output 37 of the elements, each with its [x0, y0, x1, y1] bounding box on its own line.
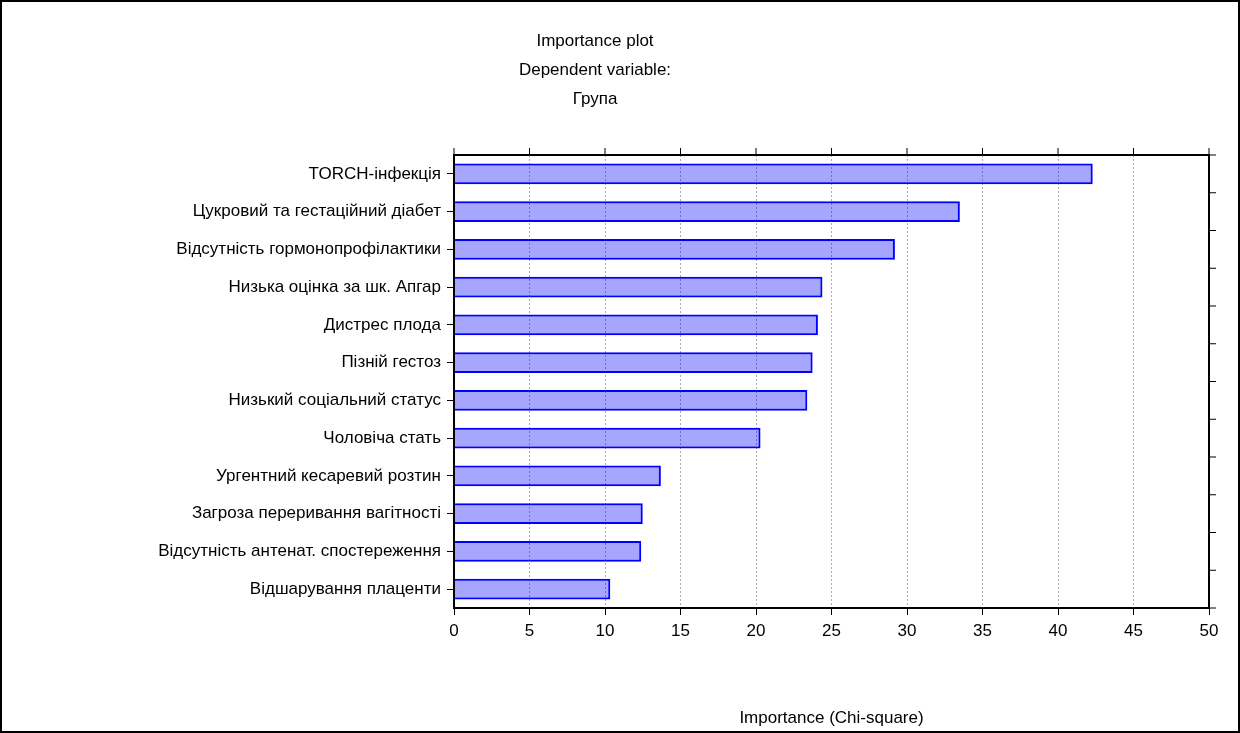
- x-tick-label: 0: [449, 620, 459, 640]
- bar: [454, 503, 643, 525]
- bar: [454, 389, 808, 411]
- y-tick-label: Дистрес плода: [323, 314, 442, 334]
- bar: [454, 276, 823, 298]
- x-tick-label: 15: [671, 620, 690, 640]
- bar: [454, 427, 761, 449]
- y-tick-label: TORCH-інфекція: [308, 163, 441, 183]
- y-tick-label: Чоловіча стать: [323, 427, 442, 447]
- y-tick-label: Відшарування плаценти: [249, 578, 441, 598]
- y-tick-label: Низький соціальний статус: [228, 390, 442, 410]
- x-tick-label: 30: [897, 620, 917, 640]
- x-tick-label: 25: [822, 620, 841, 640]
- x-tick-label: 40: [1048, 620, 1068, 640]
- bar: [454, 314, 818, 336]
- bar: [454, 163, 1093, 185]
- y-tick-label: Пізній гестоз: [341, 352, 442, 372]
- x-tick-label: 35: [973, 620, 992, 640]
- chart-title: Importance plot Dependent variable: Група: [517, 30, 673, 110]
- x-tick-label: 20: [746, 620, 766, 640]
- bar: [454, 540, 642, 562]
- y-tick-label: Ургентний кесаревий розтин: [216, 465, 441, 485]
- y-tick-label: Відсутність гормонопрофілактики: [176, 239, 441, 259]
- x-tick-label: 50: [1199, 620, 1219, 640]
- bar: [454, 465, 661, 487]
- x-tick-label: 5: [524, 620, 535, 640]
- bar: [454, 201, 960, 223]
- y-tick-label: Загроза переривання вагітності: [191, 503, 441, 523]
- y-tick-label: Низька оцінка за шк. Апгар: [228, 276, 441, 296]
- y-tick-label: Цукровий та гестаційний діабет: [192, 201, 442, 221]
- bar: [454, 578, 611, 600]
- bar: [454, 352, 813, 374]
- x-tick-label: 10: [595, 620, 615, 640]
- x-tick-label: 45: [1124, 620, 1143, 640]
- bar: [454, 238, 895, 260]
- x-axis-title: Importance (Chi-square): [739, 708, 924, 728]
- y-tick-label: Відсутність антенат. спостереження: [158, 541, 441, 561]
